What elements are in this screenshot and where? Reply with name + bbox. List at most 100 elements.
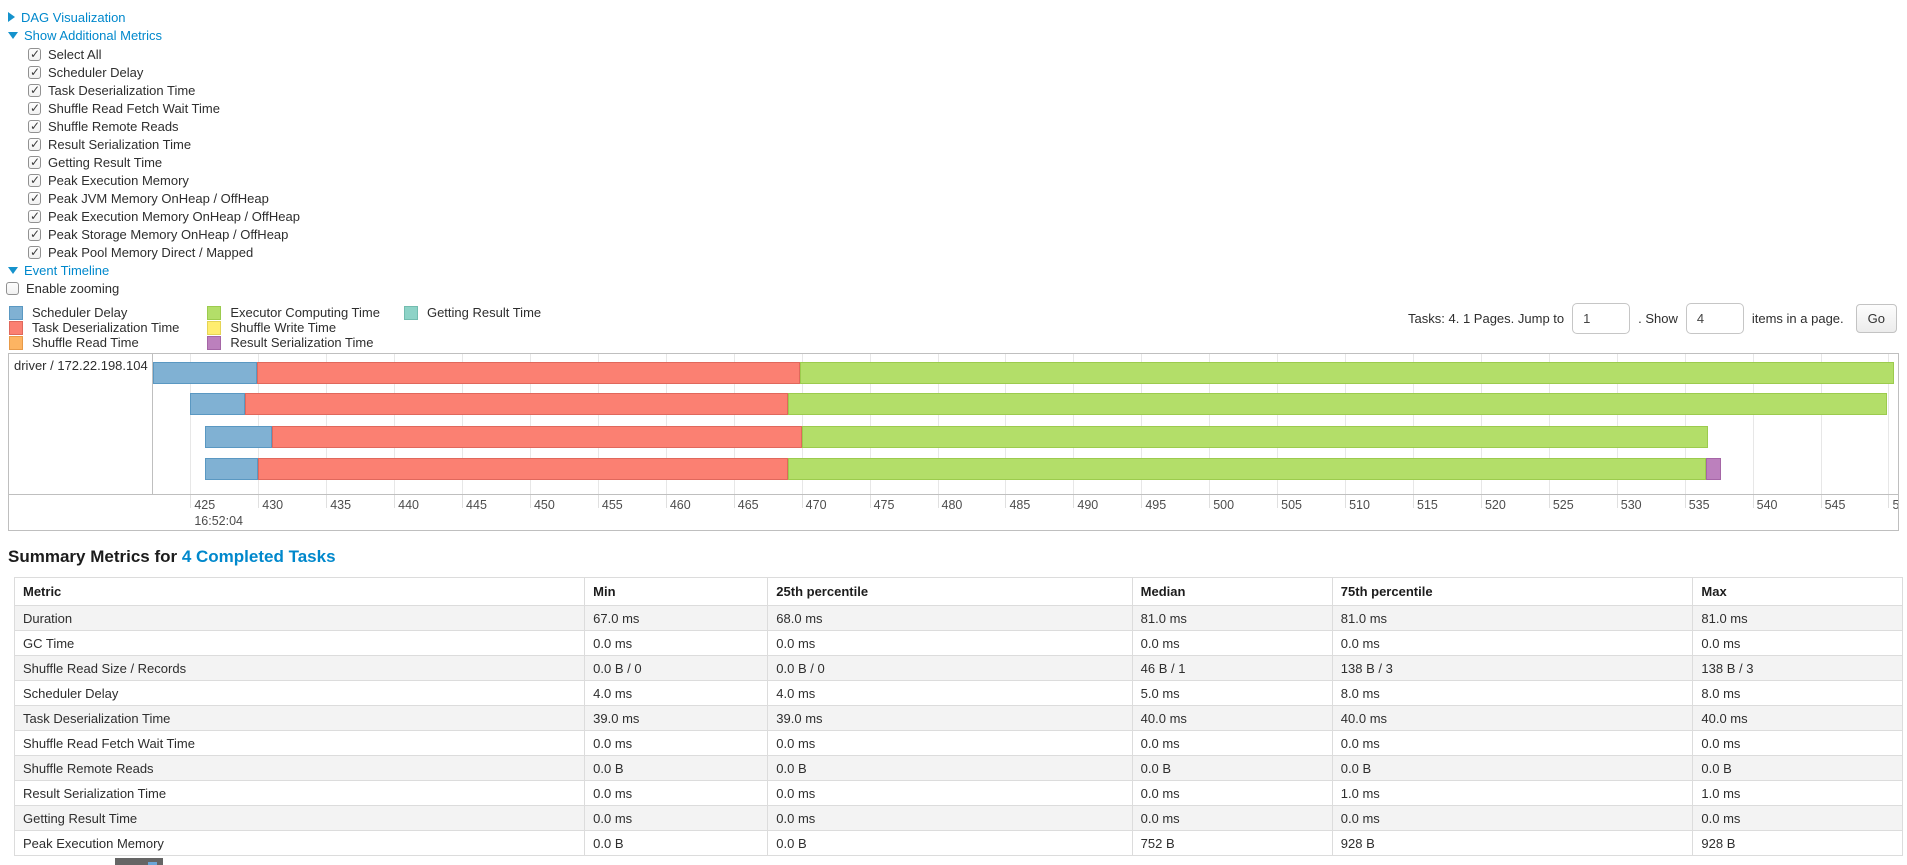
checkbox-peak-storage-memory-onheap-offheap[interactable] — [28, 227, 41, 241]
task-bar-segment-executor_computing[interactable] — [801, 426, 1708, 448]
axis-tick-label: 435 — [330, 498, 352, 512]
metric-value-cell: 0.0 B — [767, 755, 1133, 781]
checkbox-peak-pool-memory-direct-mapped[interactable] — [28, 245, 41, 259]
task-bar-segment-task_deserialization[interactable] — [244, 393, 789, 415]
axis-tick — [1820, 495, 1822, 508]
axis-tick-label: 505 — [1281, 498, 1303, 512]
task-bar-segment-result_serialization[interactable] — [1706, 458, 1722, 480]
metric-checkbox-row: Scheduler Delay — [28, 63, 1903, 81]
task-bar-segment-task_deserialization[interactable] — [256, 362, 801, 384]
legend-swatch-icon — [403, 305, 418, 320]
executor-row-label: driver / 172.22.198.104 — [14, 358, 148, 373]
table-row-shuffle-read-fetch-wait-time: Shuffle Read Fetch Wait Time 0.0 ms 0.0 ms… — [13, 730, 1903, 756]
metric-value-cell: 0.0 B — [1331, 755, 1694, 781]
timeline-gridline — [1073, 354, 1075, 494]
show-additional-metrics-toggle[interactable]: Show Additional Metrics — [8, 26, 1903, 44]
timeline-plot-area — [153, 354, 1898, 494]
legend-label: Result Serialization Time — [230, 335, 374, 350]
legend-item-shuffle-read-time: Shuffle Read Time — [9, 335, 179, 350]
checkbox-shuffle-read-fetch-wait-time[interactable] — [28, 101, 41, 115]
checkbox-select-all[interactable] — [28, 47, 41, 61]
timeline-gridline — [665, 354, 667, 494]
table-row-getting-result-time: Getting Result Time 0.0 ms 0.0 ms 0.0 ms 0.0… — [13, 805, 1903, 831]
metric-value-cell: 0.0 ms — [584, 780, 769, 806]
task-bar-segment-scheduler_delay[interactable] — [190, 393, 245, 415]
axis-tick — [733, 495, 735, 508]
metric-value-cell: 0.0 B — [584, 755, 769, 781]
metric-value-cell: 1.0 ms — [1331, 780, 1694, 806]
axis-tick-label: 540 — [1756, 498, 1778, 512]
axis-tick — [1141, 495, 1143, 508]
legend-column: Executor Computing Time Shuffle Write Tim… — [207, 305, 380, 350]
checkbox-result-serialization-time[interactable] — [28, 137, 41, 151]
checkbox-peak-jvm-memory-onheap-offheap[interactable] — [28, 191, 41, 205]
axis-tick-label: 460 — [669, 498, 691, 512]
axis-tick-label: 520 — [1484, 498, 1506, 512]
axis-tick-label: 500 — [1213, 498, 1235, 512]
metric-value-cell: 40.0 ms — [1331, 705, 1694, 731]
task-bar-segment-scheduler_delay[interactable] — [205, 426, 272, 448]
enable-zooming-label: Enable zooming — [26, 280, 120, 296]
axis-tick — [1345, 495, 1347, 508]
metric-value-cell: 8.0 ms — [1331, 680, 1694, 706]
column-header-max: Max — [1692, 577, 1903, 606]
checkbox-label: Peak Storage Memory OnHeap / OffHeap — [48, 226, 289, 242]
task-bar-segment-scheduler_delay[interactable] — [205, 458, 259, 480]
axis-tick — [1073, 495, 1075, 508]
task-bar-segment-task_deserialization[interactable] — [258, 458, 789, 480]
table-row-gc-time: GC Time 0.0 ms 0.0 ms 0.0 ms 0.0 ms 0.0 ms — [13, 630, 1903, 656]
axis-tick-label: 490 — [1077, 498, 1099, 512]
metric-value-cell: 0.0 B / 0 — [584, 655, 769, 681]
metric-name-cell: Getting Result Time — [13, 805, 586, 831]
metric-value-cell: 0.0 ms — [584, 730, 769, 756]
event-timeline-label: Event Timeline — [24, 262, 110, 278]
timeline-gridline — [529, 354, 531, 494]
axis-tick — [1005, 495, 1007, 508]
task-bar-segment-executor_computing[interactable] — [788, 458, 1707, 480]
metric-checkbox-row: Peak Pool Memory Direct / Mapped — [28, 243, 1903, 261]
timeline-gridline — [1277, 354, 1279, 494]
metric-value-cell: 0.0 ms — [1131, 805, 1333, 831]
legend-label: Getting Result Time — [426, 305, 542, 320]
dag-visualization-toggle[interactable]: DAG Visualization — [8, 8, 1903, 26]
axis-tick — [1480, 495, 1482, 508]
metric-value-cell: 67.0 ms — [584, 605, 769, 631]
checkbox-task-deserialization-time[interactable] — [28, 83, 41, 97]
metric-checkbox-row: Shuffle Read Fetch Wait Time — [28, 99, 1903, 117]
task-bar-segment-executor_computing[interactable] — [788, 393, 1888, 415]
legend-label: Shuffle Write Time — [230, 320, 337, 335]
task-bar-segment-task_deserialization[interactable] — [271, 426, 802, 448]
axis-tick — [801, 495, 803, 508]
axis-tick — [597, 495, 599, 508]
metric-value-cell: 5.0 ms — [1131, 680, 1333, 706]
metric-value-cell: 39.0 ms — [584, 705, 769, 731]
metric-value-cell: 68.0 ms — [767, 605, 1133, 631]
table-row-task-deserialization-time: Task Deserialization Time 39.0 ms 39.0 ms 4… — [13, 705, 1903, 731]
task-bar-segment-scheduler_delay[interactable] — [153, 362, 257, 384]
checkbox-label: Peak Execution Memory OnHeap / OffHeap — [48, 208, 300, 224]
show-additional-metrics-label: Show Additional Metrics — [24, 27, 163, 43]
column-header-metric: Metric — [13, 577, 586, 606]
checkbox-scheduler-delay[interactable] — [28, 65, 41, 79]
checkbox-getting-result-time[interactable] — [28, 155, 41, 169]
table-row-shuffle-remote-reads: Shuffle Remote Reads 0.0 B 0.0 B 0.0 B 0.0 B… — [13, 755, 1903, 781]
items-per-page-input[interactable] — [1685, 303, 1744, 334]
metric-value-cell: 0.0 ms — [767, 780, 1133, 806]
legend-swatch-icon — [207, 320, 222, 335]
checkbox-shuffle-remote-reads[interactable] — [28, 119, 41, 133]
enable-zooming-checkbox[interactable] — [6, 281, 19, 295]
legend-swatch-icon — [207, 335, 222, 350]
timeline-gridline — [326, 354, 328, 494]
metric-checkbox-row: Select All — [28, 45, 1903, 63]
checkbox-peak-execution-memory[interactable] — [28, 173, 41, 187]
timeline-gridline — [801, 354, 803, 494]
task-bar-segment-executor_computing[interactable] — [800, 362, 1894, 384]
go-button[interactable]: Go — [1855, 304, 1897, 333]
timeline-gridline — [733, 354, 735, 494]
clipped-link-sliver — [148, 862, 157, 865]
event-timeline-toggle[interactable]: Event Timeline — [8, 261, 1903, 279]
metric-value-cell: 0.0 ms — [584, 805, 769, 831]
completed-tasks-link[interactable]: 4 Completed Tasks — [181, 547, 336, 566]
checkbox-peak-execution-memory-onheap-offheap[interactable] — [28, 209, 41, 223]
jump-to-page-input[interactable] — [1572, 303, 1631, 334]
